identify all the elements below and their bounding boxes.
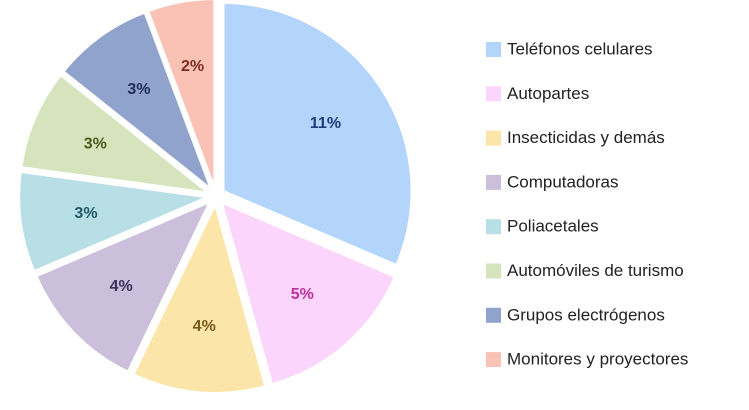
value-label: 3% (127, 81, 150, 98)
legend-label: Automóviles de turismo (507, 261, 684, 280)
legend-label: Poliacetales (507, 217, 599, 236)
pie-slice (222, 2, 413, 267)
pie-slice (220, 201, 397, 386)
value-label: 2% (181, 58, 204, 75)
pie-slice (20, 73, 212, 194)
value-label: 3% (74, 205, 97, 222)
legend-swatch (486, 42, 501, 57)
value-label: 3% (84, 136, 107, 153)
pie-slice (147, 0, 216, 188)
pie-slice (132, 202, 267, 394)
legend-label: Autopartes (507, 84, 589, 103)
pie-slice (18, 170, 211, 273)
legend-swatch (486, 86, 501, 102)
legend-label: Grupos electrógenos (507, 305, 665, 324)
pie-slice (62, 11, 213, 192)
legend-label: Monitores y proyectores (507, 350, 688, 369)
value-label: 4% (110, 278, 133, 295)
legend-label: Teléfonos celulares (507, 39, 653, 58)
pie-slice (35, 200, 212, 373)
legend-swatch (486, 219, 501, 235)
value-label: 4% (193, 318, 216, 335)
value-label: 5% (291, 286, 314, 303)
legend-swatch (486, 263, 501, 279)
legend-label: Insecticidas y demás (507, 128, 665, 147)
legend-swatch (486, 307, 501, 323)
legend-swatch (486, 174, 501, 190)
value-label: 11% (310, 115, 341, 132)
legend-label: Computadoras (507, 172, 619, 191)
legend-swatch (486, 130, 501, 146)
legend-swatch (486, 352, 501, 368)
